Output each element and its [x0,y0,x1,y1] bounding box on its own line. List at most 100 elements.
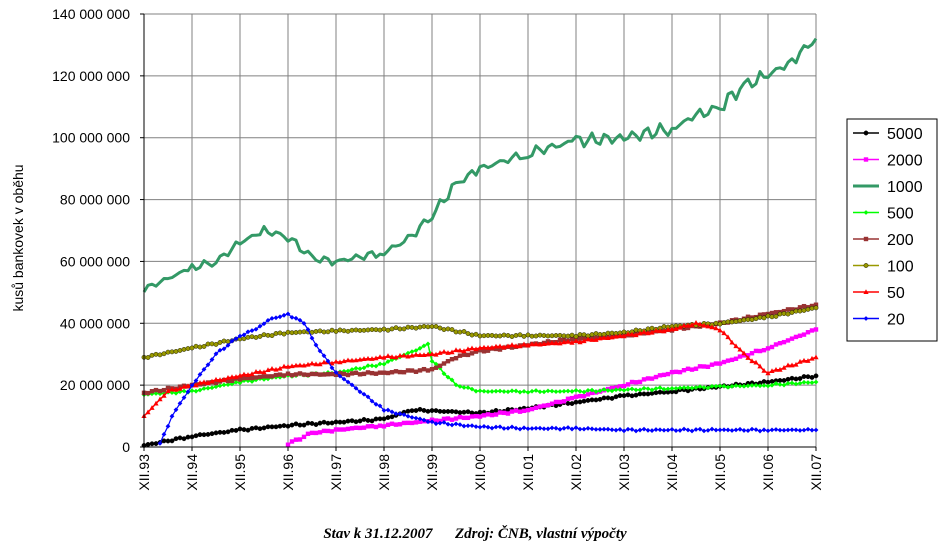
data-point-20 [657,427,663,433]
data-point-200 [261,374,267,379]
data-point-2000 [325,428,331,434]
data-point-100 [329,327,335,333]
data-point-200 [317,372,323,377]
data-point-100 [353,327,359,333]
data-point-2000 [653,374,659,380]
data-point-100 [469,332,475,338]
data-point-50 [453,347,459,353]
data-point-100 [289,330,295,336]
data-point-20 [221,346,227,352]
data-point-50 [645,330,651,336]
data-point-200 [337,371,343,376]
data-point-100 [313,329,319,334]
data-point-5000 [149,441,155,447]
data-point-50 [557,340,563,346]
data-point-20 [441,419,447,425]
data-point-50 [297,362,303,368]
data-point-2000 [549,401,555,406]
data-point-20 [521,425,527,431]
legend-label: 1000 [887,179,923,196]
data-point-200 [325,372,331,377]
legend-item-200: 200 [853,232,914,249]
data-point-100 [189,345,195,351]
data-point-100 [521,333,527,339]
data-point-50 [601,335,607,340]
data-point-500 [681,385,687,390]
data-point-50 [381,354,387,360]
data-point-2000 [341,427,347,432]
data-point-50 [401,352,407,358]
data-point-200 [301,372,307,377]
data-point-500 [733,383,739,389]
data-point-100 [757,314,763,320]
data-point-2000 [801,332,807,337]
data-point-500 [533,388,539,393]
data-point-100 [729,319,735,325]
data-point-100 [341,328,347,334]
data-point-5000 [621,393,627,399]
data-point-2000 [481,413,487,418]
data-point-20 [525,426,531,432]
data-point-20 [481,423,487,429]
data-point-20 [537,425,543,431]
data-point-200 [493,346,499,352]
data-point-20 [265,317,271,323]
data-point-100 [345,328,351,334]
data-point-2000 [645,376,651,381]
data-point-50 [177,385,183,391]
data-point-20 [769,427,775,433]
data-point-20 [301,320,307,326]
data-point-20 [373,401,379,407]
data-point-100 [441,327,447,332]
data-point-100 [721,320,727,325]
data-point-5000 [777,378,783,383]
data-point-200 [685,325,691,331]
data-point-5000 [641,391,647,397]
data-point-50 [549,340,555,346]
data-point-50 [409,352,415,358]
data-point-500 [745,383,751,389]
data-point-5000 [377,416,383,422]
data-point-500 [237,380,243,386]
data-point-500 [737,383,743,389]
data-point-5000 [617,393,623,398]
data-point-20 [593,426,599,432]
data-point-2000 [401,420,407,426]
data-point-20 [321,353,327,359]
data-point-100 [373,327,379,333]
data-point-2000 [513,408,519,413]
data-point-50 [757,363,763,369]
footer-source: Zdroj: ČNB, vlastní výpočty [455,526,627,542]
data-point-5000 [317,420,323,426]
data-point-5000 [601,395,607,401]
data-point-200 [305,372,311,378]
data-point-5000 [145,442,151,447]
data-point-500 [705,385,711,391]
data-point-50 [389,354,395,360]
data-point-20 [545,426,551,432]
data-point-500 [249,379,255,384]
data-point-2000 [297,437,303,442]
data-point-20 [589,426,595,432]
data-point-50 [581,338,587,344]
series-1000 [142,37,818,293]
data-point-100 [173,349,179,354]
data-point-2000 [541,403,547,408]
data-point-50 [285,364,291,369]
data-point-2000 [361,425,367,430]
data-point-20 [789,427,795,433]
data-point-50 [693,319,699,325]
data-point-100 [205,341,211,347]
data-point-20 [661,427,667,433]
data-point-20 [313,342,319,348]
data-point-100 [553,333,559,338]
data-point-2000 [713,361,719,366]
data-point-2000 [329,429,335,434]
data-point-20 [765,428,771,434]
data-point-5000 [569,401,575,406]
data-point-50 [449,349,455,355]
data-point-500 [201,386,207,391]
data-point-200 [473,349,479,354]
data-point-20 [273,315,279,321]
data-point-500 [213,384,219,390]
